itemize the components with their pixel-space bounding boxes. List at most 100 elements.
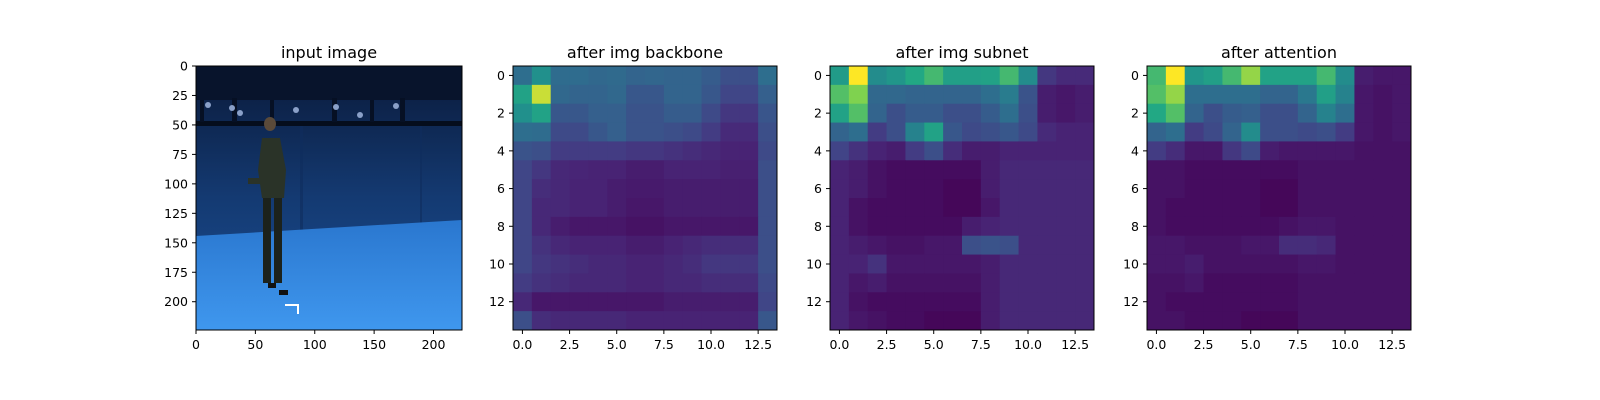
heatmap-cell [682,66,703,86]
heatmap-cell [1354,216,1374,237]
heatmap-cell [588,103,608,124]
heatmap-cell [886,122,906,142]
heatmap-cell [980,122,1001,142]
heatmap-cell [682,254,703,274]
heatmap-cell [513,66,533,86]
heatmap-cell [1203,179,1223,199]
heatmap-cell [1165,254,1186,274]
heatmap-cell [943,160,963,180]
heatmap-cell [1373,311,1393,331]
heatmap-cell [1241,141,1261,161]
heatmap-cell [830,179,850,199]
heatmap-cell [1165,273,1186,293]
heatmap-cell [1203,66,1223,86]
heatmap-cell [886,273,906,293]
heatmap-cell [1316,198,1337,218]
heatmap-cell [1075,141,1095,161]
heatmap-cell [830,273,850,293]
heatmap-cell [1373,66,1393,86]
heatmap-cell [1335,122,1355,142]
y-tick-label: 6 [1131,181,1139,196]
heatmap-cell [1316,273,1337,293]
heatmap-cells [513,66,778,331]
heatmap-cell [1335,292,1355,312]
heatmap-cell [607,122,627,142]
heatmap-cell [867,254,888,274]
heatmap-cell [1184,160,1205,180]
heatmap-cell [1184,122,1205,142]
heatmap-cell [607,292,627,312]
heatmap-cell [663,122,684,142]
heatmap-cell [905,141,925,161]
heatmap-cell [739,311,759,331]
heatmap-cell [1037,66,1057,86]
heatmap-cell [886,66,906,86]
heatmap-cell [1260,216,1280,237]
heatmap-cell [663,66,684,86]
heatmap-cell [1297,179,1318,199]
heatmap-cell [1147,235,1167,256]
heatmap-cell [830,122,850,142]
heatmap-cell [830,141,850,161]
heatmap-cell [1316,122,1337,142]
heatmap-cell [1165,216,1186,237]
heatmap-cell [1203,84,1223,105]
heatmap-cell [867,84,888,105]
heatmap-cell [1373,254,1393,274]
heatmap-cell [1316,141,1337,161]
heatmap-cell [607,141,627,161]
heatmap-cell [1373,292,1393,312]
heatmap-cell [550,84,571,105]
heatmap-cell [1354,311,1374,331]
heatmap-cell [645,216,665,237]
x-tick-label: 2.5 [560,337,580,352]
panel-input-image: input image [164,43,463,352]
heatmap-cell [1147,84,1167,105]
x-tick-label: 7.5 [1288,337,1308,352]
heatmap-cell [999,198,1020,218]
y-tick-label: 150 [164,235,188,250]
heatmap-cell [1222,179,1242,199]
heatmap-cell [1279,235,1299,256]
heatmap-cell [626,235,646,256]
heatmap-cell [905,179,925,199]
heatmap-cell [701,311,721,331]
heatmap-cell [962,103,982,124]
heatmap-cell [1184,103,1205,124]
heatmap-cell [962,273,982,293]
heatmap-cell [1373,103,1393,124]
heatmap-cell [1392,160,1412,180]
heatmap-cell [645,122,665,142]
heatmap-cell [1165,235,1186,256]
heatmap-cell [1184,84,1205,105]
axes: 0.0 2.5 5.0 7.5 10.0 12.5 0 2 4 6 8 10 12 [1123,68,1406,352]
heatmap-cell [962,311,982,331]
heatmap-cell [1203,103,1223,124]
heatmap-cell [1056,311,1076,331]
heatmap-cell [1184,273,1205,293]
heatmap-cell [701,235,721,256]
heatmap-cell [886,311,906,331]
heatmap-cell [1373,273,1393,293]
heatmap-cell [962,216,982,237]
heatmap-cell [1373,122,1393,142]
heatmap-cell [1075,84,1095,105]
heatmap-cell [663,235,684,256]
y-tick-label: 10 [1123,257,1139,272]
heatmap-cell [739,273,759,293]
heatmap-cell [569,179,589,199]
heatmap-cell [513,254,533,274]
heatmap-cell [607,66,627,86]
heatmap-cell [588,292,608,312]
heatmap-cell [962,122,982,142]
heatmap-cell [663,254,684,274]
heatmap-cell [1335,235,1355,256]
heatmap-cell [1037,254,1057,274]
heatmap-cell [701,141,721,161]
heatmap-cell [980,179,1001,199]
heatmap-cell [1354,160,1374,180]
heatmap-cell [569,66,589,86]
heatmap-cell [701,273,721,293]
heatmap-cell [663,141,684,161]
